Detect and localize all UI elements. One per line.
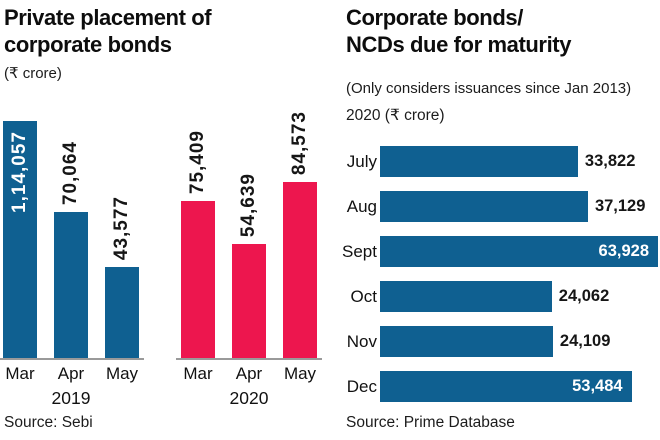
month-row-sept: Sept 63,928 — [338, 236, 660, 267]
month-label-oct: Oct — [350, 286, 377, 306]
bar-mar-2020 — [181, 201, 215, 358]
month-label-nov: Nov — [346, 331, 377, 351]
right-source-label: Source: Prime Database — [346, 414, 515, 431]
month-row-dec: Dec 53,484 — [338, 371, 660, 402]
month-label-sept: Sept — [342, 241, 377, 261]
bar-group-2019: 1,14,057 70,064 43,577 Mar Apr May 2019 — [0, 121, 144, 409]
bar-value-july: 33,822 — [584, 152, 636, 170]
category-label-mar: Mar — [5, 364, 35, 383]
x-axis-line-2020 — [176, 358, 322, 360]
bar-track-sept: 63,928 — [380, 236, 658, 267]
bar-mar-2019 — [3, 121, 37, 358]
bar-oct — [380, 281, 552, 312]
bar-value-aug: 37,129 — [594, 197, 646, 215]
bar-column-apr-2020: 54,639 — [232, 121, 266, 358]
category-label-apr: Apr — [57, 364, 85, 383]
category-label-apr: Apr — [235, 364, 263, 383]
bar-value-label: 70,064 — [60, 140, 81, 205]
right-chart-title: Corporate bonds/ NCDs due for maturity — [346, 4, 571, 58]
left-title-line1: Private placement of — [4, 5, 212, 30]
month-label-dec: Dec — [346, 376, 377, 396]
bar-value-label: 84,573 — [289, 110, 310, 175]
bar-column-mar-2019: 1,14,057 — [3, 121, 37, 358]
right-title-line1: Corporate bonds/ — [346, 5, 523, 30]
year-label-2020: 2020 — [229, 388, 269, 408]
month-row-july: July 33,822 — [338, 146, 660, 177]
bar-column-mar-2020: 75,409 — [181, 121, 215, 358]
bar-nov — [380, 326, 553, 357]
right-subtitle: (Only considers issuances since Jan 2013… — [346, 80, 632, 97]
bar-value-oct: 24,062 — [558, 287, 610, 305]
month-row-oct: Oct 24,062 — [338, 281, 660, 312]
bar-value-sept: 63,928 — [598, 242, 649, 260]
bar-track-july: 33,822 — [380, 146, 658, 177]
bar-may-2020 — [283, 182, 317, 358]
bar-dec: 53,484 — [380, 371, 632, 402]
bar-may-2019 — [105, 267, 139, 358]
bar-value-label: 75,409 — [187, 129, 208, 194]
left-title-line2: corporate bonds — [4, 32, 172, 57]
bar-track-oct: 24,062 — [380, 281, 658, 312]
bar-value-nov: 24,109 — [559, 332, 611, 350]
category-label-may: May — [283, 364, 317, 383]
bar-apr-2019 — [54, 212, 88, 358]
category-labels-2019: Mar Apr May — [3, 364, 139, 384]
bar-column-apr-2019: 70,064 — [54, 121, 88, 358]
left-source-label: Source: Sebi — [4, 414, 93, 431]
left-chart-title: Private placement of corporate bonds — [4, 4, 212, 58]
year-label-2019: 2019 — [51, 388, 91, 408]
bar-area-2019: 1,14,057 70,064 43,577 — [3, 121, 139, 358]
x-axis-line-2019 — [0, 358, 144, 360]
category-labels-2020: Mar Apr May — [181, 364, 317, 384]
right-unit-label: 2020 (₹ crore) — [346, 107, 445, 124]
left-plot-area: 1,14,057 70,064 43,577 Mar Apr May 2019 75,409 5… — [0, 111, 322, 409]
bar-column-may-2019: 43,577 — [105, 121, 139, 358]
right-title-line2: NCDs due for maturity — [346, 32, 572, 57]
bar-column-may-2020: 84,573 — [283, 111, 317, 358]
bar-value-dec: 53,484 — [572, 377, 623, 395]
bar-apr-2020 — [232, 244, 266, 358]
month-label-july: July — [346, 151, 377, 171]
bar-value-label: 43,577 — [111, 195, 132, 260]
bar-sept: 63,928 — [380, 236, 658, 267]
bar-july — [380, 146, 578, 177]
month-row-nov: Nov 24,109 — [338, 326, 660, 357]
month-label-aug: Aug — [346, 196, 377, 216]
category-label-mar: Mar — [183, 364, 213, 383]
left-unit-label: (₹ crore) — [4, 65, 62, 82]
bar-track-dec: 53,484 — [380, 371, 658, 402]
bar-group-2020: 75,409 54,639 84,573 Mar Apr May 2020 — [176, 111, 322, 409]
month-row-aug: Aug 37,129 — [338, 191, 660, 222]
bar-value-label: 1,14,057 — [9, 131, 30, 213]
bar-value-label: 54,639 — [238, 172, 259, 237]
category-label-may: May — [105, 364, 139, 383]
bar-track-aug: 37,129 — [380, 191, 658, 222]
bar-track-nov: 24,109 — [380, 326, 658, 357]
bar-area-2020: 75,409 54,639 84,573 — [181, 111, 317, 358]
bar-aug — [380, 191, 588, 222]
right-plot-area: July 33,822 Aug 37,129 Sept 63,928 Oct 24,062 No… — [338, 146, 660, 416]
